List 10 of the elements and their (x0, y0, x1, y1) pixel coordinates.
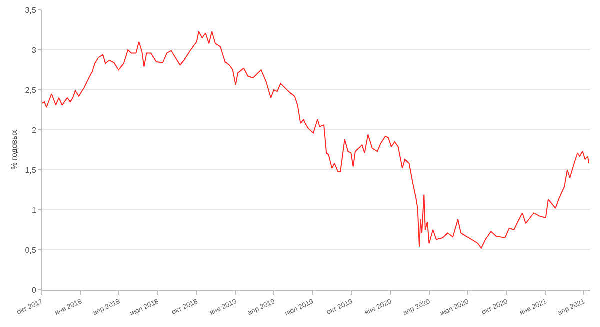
y-tick-label: 1,5 (25, 166, 37, 175)
y-tick-label: 3,5 (25, 6, 37, 15)
y-tick-label: 0 (32, 286, 37, 295)
y-tick-label: 3 (32, 46, 37, 55)
y-tick-label: 0,5 (25, 246, 37, 255)
y-axis-title: % годовых (10, 130, 19, 170)
y-tick-label: 2 (32, 126, 37, 135)
y-tick-label: 1 (32, 206, 37, 215)
line-series (42, 31, 590, 249)
y-tick-label: 2,5 (25, 86, 37, 95)
